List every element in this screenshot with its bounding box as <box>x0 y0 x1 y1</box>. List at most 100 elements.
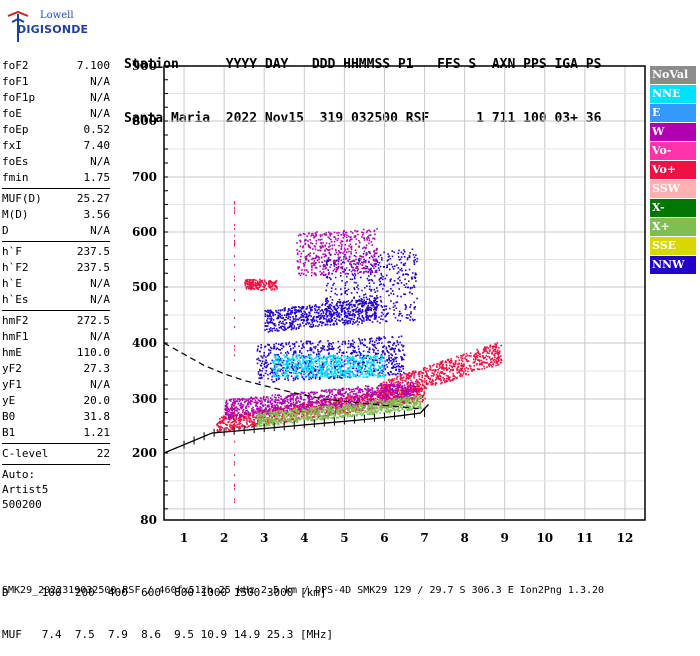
echo-point <box>435 369 437 371</box>
echo-point <box>396 378 398 380</box>
echo-point <box>426 380 428 382</box>
echo-point <box>283 401 285 403</box>
echo-point <box>454 378 456 380</box>
echo-point <box>327 277 329 279</box>
echo-point <box>409 306 411 308</box>
echo-point <box>355 309 357 311</box>
echo-point <box>367 305 369 307</box>
echo-point <box>410 380 412 382</box>
echo-point <box>364 303 366 305</box>
echo-point <box>281 365 283 367</box>
echo-point <box>295 312 297 314</box>
echo-point <box>384 365 386 367</box>
echo-point <box>391 357 393 359</box>
echo-point <box>356 292 358 294</box>
echo-point <box>371 307 373 309</box>
echo-point <box>370 264 372 266</box>
echo-point <box>398 271 400 273</box>
echo-point <box>227 403 229 405</box>
echo-point <box>349 346 351 348</box>
echo-point <box>378 256 380 258</box>
echo-point <box>263 352 265 354</box>
echo-point <box>399 280 401 282</box>
echo-point <box>426 387 428 389</box>
echo-point <box>352 343 354 345</box>
echo-point <box>403 402 405 404</box>
echo-point <box>290 317 292 319</box>
echo-point <box>497 364 499 366</box>
echo-point <box>309 350 311 352</box>
echo-point <box>393 394 395 396</box>
echo-point <box>346 304 348 306</box>
echo-point <box>479 356 481 358</box>
echo-point <box>403 366 405 368</box>
echo-point <box>312 392 314 394</box>
echo-point <box>336 406 338 408</box>
echo-point <box>414 319 416 321</box>
echo-point <box>375 315 377 317</box>
echo-point <box>309 401 311 403</box>
echo-point <box>424 367 426 369</box>
echo-point <box>383 381 385 383</box>
echo-point <box>325 324 327 326</box>
echo-point <box>380 296 382 298</box>
echo-point <box>331 291 333 293</box>
echo-point <box>409 402 411 404</box>
echo-point <box>233 418 235 420</box>
echo-point <box>402 382 404 384</box>
echo-point <box>259 406 261 408</box>
echo-point <box>496 346 498 348</box>
echo-point <box>358 300 360 302</box>
echo-point <box>339 320 341 322</box>
echo-point <box>467 371 469 373</box>
echo-point <box>354 352 356 354</box>
echo-point <box>323 312 325 314</box>
echo-point <box>409 291 411 293</box>
echo-point <box>383 309 385 311</box>
echo-point <box>268 409 270 411</box>
echo-point <box>225 427 227 429</box>
echo-point <box>397 388 399 390</box>
echo-point <box>477 355 479 357</box>
echo-point <box>449 377 451 379</box>
echo-point <box>353 314 355 316</box>
echo-point <box>310 392 312 394</box>
echo-point <box>352 279 354 281</box>
echo-point <box>390 348 392 350</box>
echo-point <box>401 357 403 359</box>
echo-point <box>268 344 270 346</box>
echo-point <box>399 371 401 373</box>
echo-point <box>280 408 282 410</box>
echo-point <box>234 421 236 423</box>
echo-point <box>267 310 269 312</box>
echo-point <box>384 316 386 318</box>
echo-point <box>325 299 327 301</box>
echo-point <box>402 380 404 382</box>
echo-point <box>385 309 387 311</box>
echo-point <box>324 404 326 406</box>
echo-point <box>426 384 428 386</box>
echo-point <box>458 369 460 371</box>
echo-point <box>329 306 331 308</box>
echo-point <box>374 275 376 277</box>
echo-point <box>265 356 267 358</box>
echo-point <box>486 359 488 361</box>
echo-point <box>317 309 319 311</box>
echo-point <box>257 410 259 412</box>
echo-point <box>355 264 357 266</box>
echo-point <box>431 375 433 377</box>
echo-point <box>309 342 311 344</box>
echo-point <box>235 426 237 428</box>
echo-point <box>399 363 401 365</box>
echo-point <box>352 350 354 352</box>
echo-point <box>272 403 274 405</box>
echo-point <box>350 311 352 313</box>
echo-point <box>274 381 276 383</box>
echo-point <box>435 384 437 386</box>
echo-point <box>312 343 314 345</box>
echo-point <box>484 362 486 364</box>
echo-point <box>398 396 400 398</box>
echo-point <box>331 302 333 304</box>
echo-point <box>440 376 442 378</box>
echo-point <box>411 293 413 295</box>
